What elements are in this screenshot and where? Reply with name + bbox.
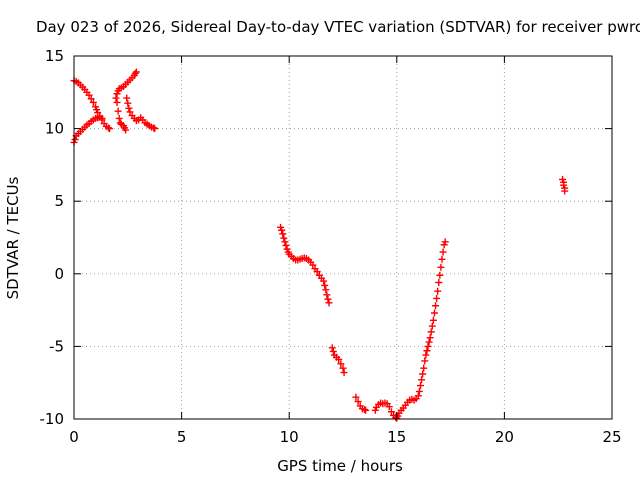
data-point xyxy=(421,357,429,365)
data-point xyxy=(435,279,443,287)
data-point xyxy=(112,94,120,102)
data-point xyxy=(104,124,112,132)
data-point xyxy=(387,408,395,416)
data-point xyxy=(126,108,134,116)
data-point xyxy=(340,369,348,377)
data-point xyxy=(325,299,333,307)
grid-lines xyxy=(74,56,612,419)
data-point xyxy=(71,135,79,143)
data-point xyxy=(428,322,436,330)
data-point xyxy=(439,248,447,256)
data-point xyxy=(423,347,431,355)
data-point xyxy=(352,393,360,401)
data-point xyxy=(335,355,343,363)
data-point xyxy=(106,125,114,133)
x-tick-label: 5 xyxy=(177,428,187,446)
data-point xyxy=(85,91,93,99)
data-point xyxy=(425,338,433,346)
data-point xyxy=(150,124,158,132)
data-point xyxy=(416,382,424,390)
data-point xyxy=(279,230,287,238)
y-tick-label: 10 xyxy=(45,120,64,138)
data-point xyxy=(115,114,123,122)
x-tick-label: 25 xyxy=(602,428,621,446)
data-point xyxy=(320,277,328,285)
data-point xyxy=(328,344,336,352)
y-tick-label: 0 xyxy=(54,265,64,283)
data-point xyxy=(438,255,446,263)
data-point xyxy=(337,360,345,368)
data-point xyxy=(433,294,441,302)
data-point xyxy=(125,104,133,112)
data-point xyxy=(430,309,438,317)
data-series xyxy=(70,68,569,422)
data-point xyxy=(122,126,130,134)
data-point xyxy=(131,69,139,77)
x-tick-label: 0 xyxy=(69,428,79,446)
data-point xyxy=(361,406,369,414)
data-point xyxy=(282,241,290,249)
x-tick-label: 10 xyxy=(280,428,299,446)
data-point xyxy=(113,98,121,106)
data-point xyxy=(426,334,434,342)
plot-frame xyxy=(73,55,613,420)
x-tick-label: 15 xyxy=(387,428,406,446)
data-point xyxy=(422,351,430,359)
y-tick-label: 5 xyxy=(54,192,64,210)
data-point xyxy=(281,238,289,246)
data-point xyxy=(132,68,140,76)
data-point xyxy=(434,287,442,295)
y-tick-label: -5 xyxy=(49,337,64,355)
data-point xyxy=(385,403,393,411)
data-point xyxy=(329,347,337,355)
data-point xyxy=(321,281,329,289)
data-point xyxy=(87,95,95,103)
data-point xyxy=(114,107,122,115)
y-tick-label: 15 xyxy=(45,47,64,65)
data-point xyxy=(441,238,449,246)
axis-ticks: 0 5 10 15 20 25 -10 -5 0 5 10 15 xyxy=(40,47,622,446)
data-point xyxy=(429,316,437,324)
data-point xyxy=(313,268,321,276)
data-point xyxy=(414,392,422,400)
data-point xyxy=(322,286,330,294)
data-point xyxy=(278,226,286,234)
data-point xyxy=(424,342,432,350)
x-tick-label: 20 xyxy=(495,428,514,446)
x-axis-label: GPS time / hours xyxy=(277,457,403,475)
y-tick-label: -10 xyxy=(40,410,65,428)
data-point xyxy=(419,370,427,378)
data-point xyxy=(415,387,423,395)
data-point xyxy=(123,94,131,102)
data-point xyxy=(89,98,97,106)
data-point xyxy=(309,261,317,269)
data-point xyxy=(324,295,332,303)
data-point xyxy=(420,364,428,372)
data-point xyxy=(323,291,331,299)
y-axis-label: SDTVAR / TECUs xyxy=(4,176,22,299)
data-point xyxy=(418,376,426,384)
data-point xyxy=(432,302,440,310)
data-point xyxy=(354,398,362,406)
data-point xyxy=(362,406,370,414)
data-point xyxy=(436,271,444,279)
data-point xyxy=(124,99,132,107)
chart-title: Day 023 of 2026, Sidereal Day-to-day VTE… xyxy=(36,18,640,36)
data-point xyxy=(280,234,288,242)
data-point xyxy=(151,125,159,133)
data-point xyxy=(427,328,435,336)
data-point xyxy=(437,263,445,271)
data-point xyxy=(561,187,569,195)
data-point xyxy=(98,114,106,122)
data-point xyxy=(339,364,347,372)
